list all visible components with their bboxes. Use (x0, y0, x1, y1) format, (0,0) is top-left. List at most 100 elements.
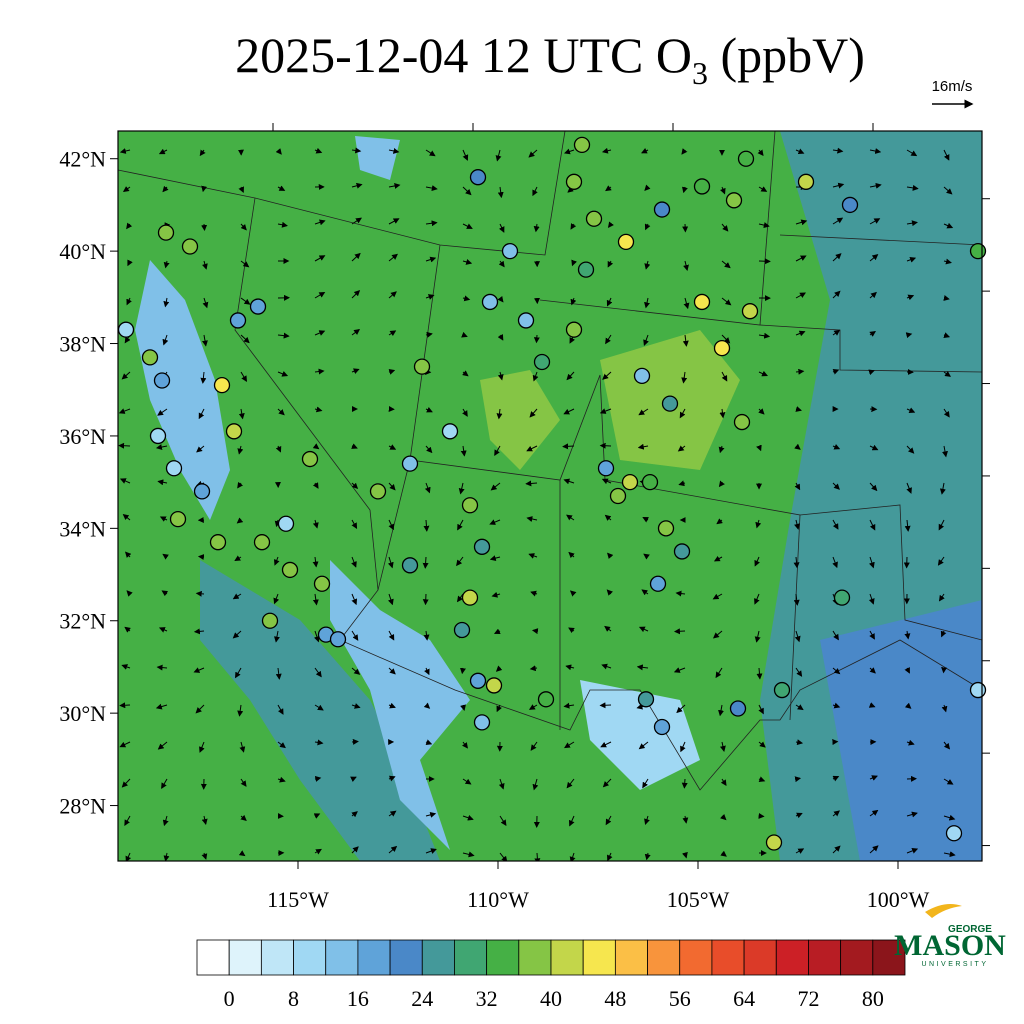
wind-arrow (905, 332, 913, 339)
wind-arrow (571, 259, 577, 267)
wind-arrow (277, 704, 284, 715)
wind-arrow (869, 218, 881, 225)
colorbar-label: 64 (733, 986, 755, 1011)
station (741, 303, 759, 320)
wind-arrow (720, 813, 727, 821)
station (329, 631, 347, 648)
wind-arrow (201, 260, 208, 270)
colorbar-label: 72 (797, 986, 819, 1011)
wind-arrow (277, 741, 286, 749)
station (661, 395, 679, 412)
wind-arrow (462, 223, 473, 229)
lon-label: 105°W (667, 887, 730, 912)
wind-arrow (602, 778, 612, 788)
wind-arrow (425, 848, 437, 854)
wind-arrow (601, 663, 612, 670)
wind-arrow (599, 408, 612, 414)
wind-arrow (237, 481, 244, 489)
wind-arrow (869, 291, 877, 299)
wind-arrow (868, 369, 875, 376)
logo-swoosh (925, 904, 962, 918)
wind-arrow (721, 334, 731, 344)
wind-arrow (832, 217, 844, 225)
lat-label: 30°N (59, 701, 106, 726)
wind-arrow (530, 741, 538, 751)
wind-arrow (719, 408, 726, 419)
wind-arrow (644, 223, 651, 231)
wind-arrow (570, 297, 577, 306)
wind-arrow (240, 260, 250, 268)
wind-arrow (314, 848, 322, 855)
wind-arrow (678, 480, 686, 487)
station (157, 224, 175, 241)
station (737, 150, 755, 167)
wind-arrow (495, 149, 502, 162)
station (733, 413, 751, 431)
wind-arrow (119, 148, 131, 154)
wind-arrow (494, 445, 501, 457)
wind-arrow (832, 775, 840, 782)
wind-arrow (677, 445, 686, 452)
wind-arrow (277, 332, 290, 339)
wind-arrow (602, 371, 612, 380)
wind-arrow (570, 223, 577, 230)
wind-arrow (869, 331, 876, 337)
wind-arrow (683, 297, 690, 310)
wind-arrow (425, 256, 437, 263)
lat-label: 32°N (59, 609, 106, 634)
wind-arrow (118, 408, 131, 414)
wind-arrow (868, 556, 875, 569)
wind-arrow (673, 628, 686, 635)
wind-arrow (496, 704, 502, 713)
colorbar-label: 56 (669, 986, 691, 1011)
wind-arrow (240, 814, 247, 822)
wind-arrow (599, 702, 612, 709)
wind-arrow (460, 704, 466, 711)
wind-arrow (644, 852, 651, 861)
wind-arrow (566, 778, 575, 789)
wind-arrow (351, 703, 361, 709)
wind-arrow (906, 184, 919, 191)
colorbar-box (325, 939, 359, 976)
wind-arrow (569, 590, 577, 597)
wind-arrow (314, 368, 325, 375)
wind-arrow (568, 627, 575, 634)
title-main: 2025-12-04 12 UTC O (235, 27, 692, 83)
wind-arrow (719, 741, 726, 752)
station (153, 372, 171, 389)
wind-arrow (906, 445, 915, 454)
wind-arrow (643, 334, 649, 346)
wind-arrow (314, 630, 320, 643)
wind-arrow (528, 149, 538, 158)
wind-arrow (201, 815, 208, 826)
colorbar-label: 24 (411, 986, 433, 1011)
wind-arrow (673, 667, 686, 673)
wind-arrow (906, 482, 912, 494)
map-frame (117, 130, 983, 862)
wind-arrow (906, 848, 919, 854)
wind-arrow (312, 482, 319, 489)
wind-arrow (794, 443, 801, 450)
wind-arrow (721, 371, 728, 382)
lat-label: 36°N (59, 424, 106, 449)
wind-arrow (906, 220, 918, 227)
station (841, 196, 859, 214)
wind-arrow (755, 519, 762, 529)
wind-arrow (462, 259, 473, 265)
wind-arrow (499, 852, 508, 861)
colorbar-box (196, 939, 230, 976)
wind-arrow (425, 294, 435, 300)
wind-arrow (462, 851, 475, 858)
logo-main: MASON (894, 929, 1006, 962)
wind-arrow (163, 852, 170, 861)
wind-arrow (240, 778, 247, 787)
wind-arrow (528, 553, 538, 559)
wind-arrow (423, 630, 430, 641)
title-suffix: (ppbV) (708, 27, 865, 83)
wind-arrow (644, 184, 651, 192)
wind-arrow (644, 260, 651, 270)
wind-arrow (162, 553, 169, 560)
wind-arrow (682, 851, 688, 859)
station (729, 700, 747, 717)
wind-arrow (676, 704, 686, 714)
